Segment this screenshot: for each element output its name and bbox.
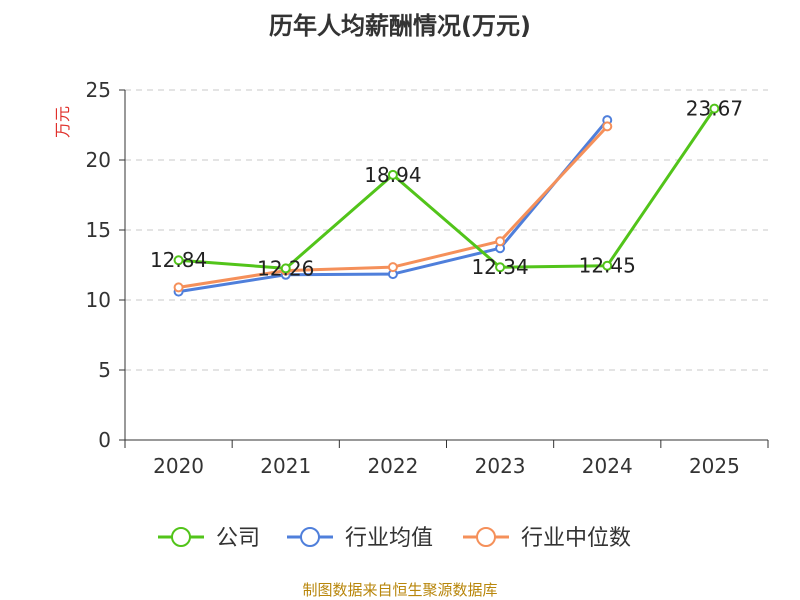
data-point	[173, 255, 184, 266]
data-point	[387, 169, 398, 180]
legend-swatch-marker	[300, 527, 320, 547]
data-point	[387, 262, 398, 273]
legend-label: 公司	[216, 526, 260, 551]
x-tick-label: 2023	[475, 454, 526, 478]
y-tick-label: 20	[86, 148, 111, 172]
series-group	[173, 103, 720, 297]
legend[interactable]: 公司 行业均值 行业中位数	[158, 526, 631, 551]
legend-label: 行业中位数	[521, 526, 631, 551]
data-point	[280, 263, 291, 274]
y-tick-label: 0	[98, 428, 111, 452]
data-label: 12.84	[150, 248, 207, 272]
chart-title: 历年人均薪酬情况(万元)	[269, 12, 531, 40]
series-0	[173, 103, 720, 274]
grid	[125, 89, 768, 371]
legend-item-1[interactable]: 行业均值	[287, 526, 433, 551]
x-tick-label: 2025	[689, 454, 740, 478]
data-label: 18.94	[364, 163, 421, 187]
data-point	[495, 262, 506, 273]
y-axis-unit: 万元	[53, 106, 72, 138]
series-line	[178, 107, 716, 270]
legend-swatch-marker	[171, 527, 191, 547]
data-point	[602, 260, 613, 271]
series-1	[173, 115, 613, 297]
x-tick-label: 2021	[260, 454, 311, 478]
data-label: 12.26	[257, 256, 314, 280]
legend-label: 行业均值	[345, 526, 433, 551]
data-label: 23.67	[686, 97, 743, 121]
x-tick-label: 2020	[153, 454, 204, 478]
y-tick-label: 10	[86, 288, 111, 312]
source-note: 制图数据来自恒生聚源数据库	[302, 581, 497, 599]
y-tick-label: 25	[86, 78, 111, 102]
legend-item-2[interactable]: 行业中位数	[463, 526, 631, 551]
legend-item-0[interactable]: 公司	[158, 526, 260, 551]
legend-swatch-marker	[476, 527, 496, 547]
data-point	[495, 236, 506, 247]
data-labels: 12.84 12.26 18.94 12.34 12.45 23.67	[150, 97, 743, 281]
data-point	[173, 282, 184, 293]
data-label: 12.34	[471, 255, 528, 279]
data-label: 12.45	[579, 254, 636, 278]
y-tick-label: 5	[98, 358, 111, 382]
data-point	[602, 121, 613, 132]
x-tick-label: 2022	[367, 454, 418, 478]
data-point	[709, 103, 720, 114]
x-tick-label: 2024	[582, 454, 633, 478]
y-tick-label: 15	[86, 218, 111, 242]
